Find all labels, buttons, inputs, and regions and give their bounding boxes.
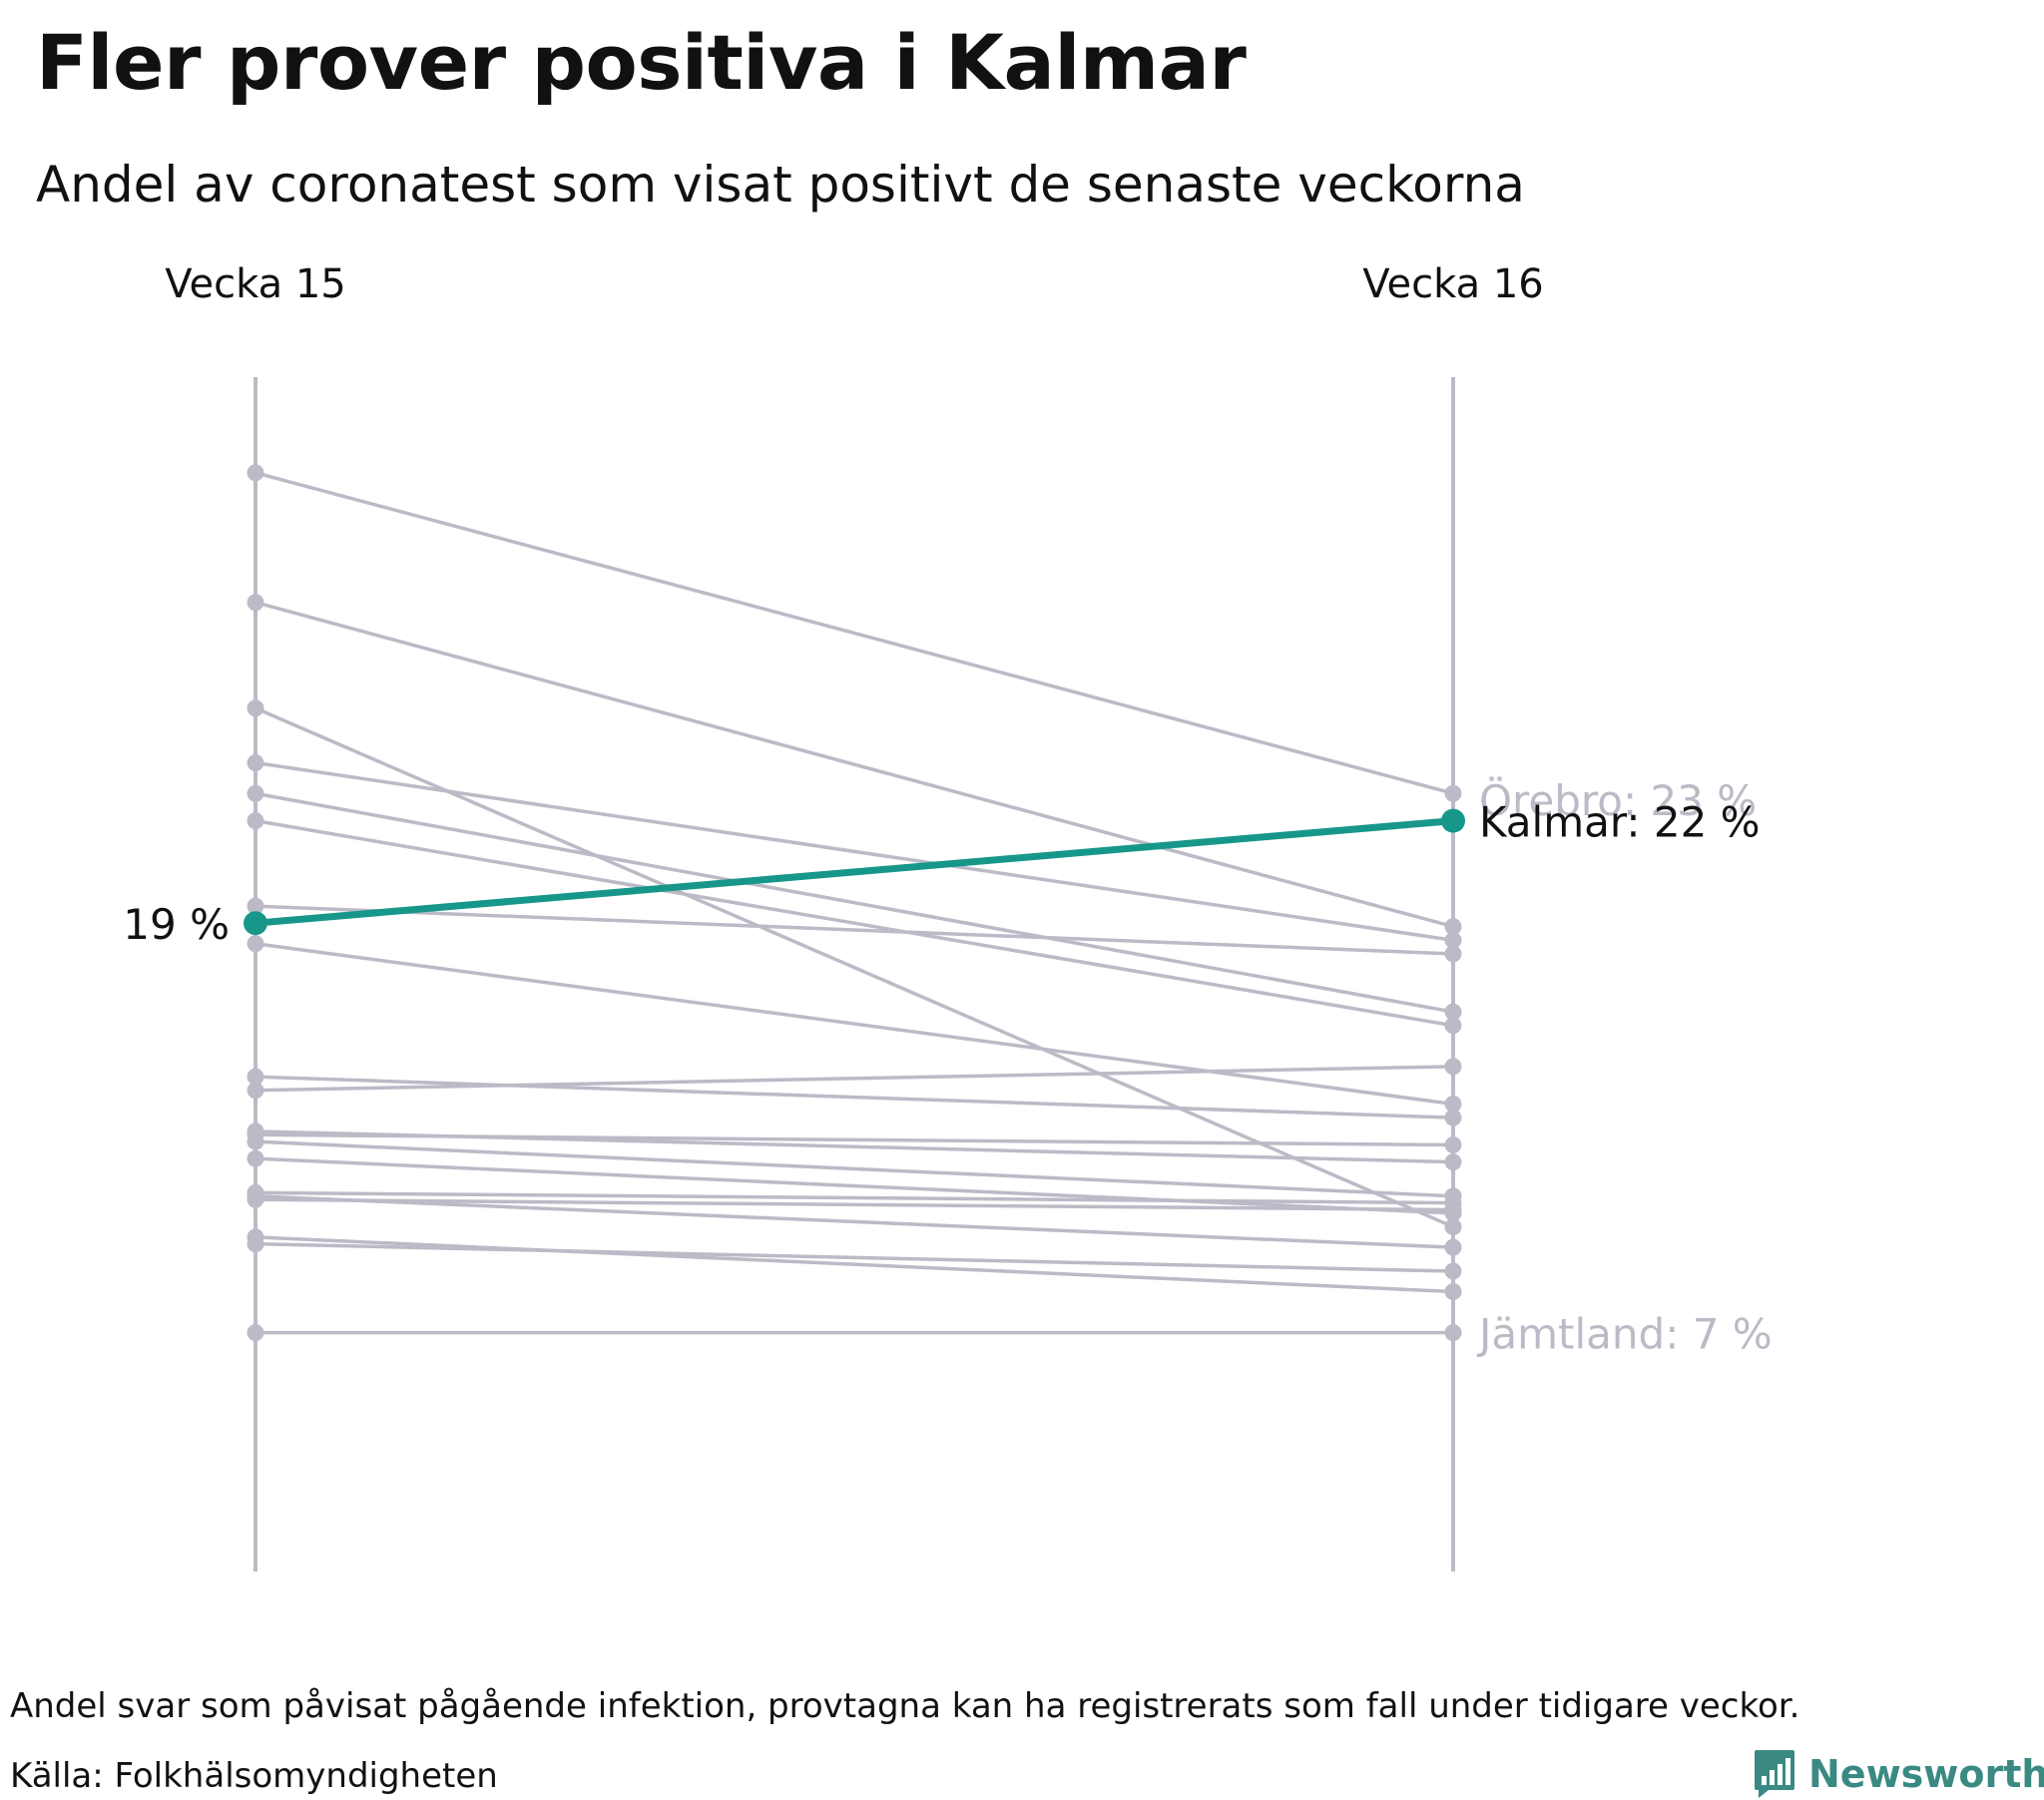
series-line-19 [255,1241,1454,1273]
column-label-1: Vecka 15 [165,261,345,307]
series-point-end-12 [1444,1136,1462,1153]
series-point-start-17 [247,1190,264,1208]
series-line-2 [255,601,1454,929]
series-point-end-18 [1444,1283,1462,1301]
series-point-start-19 [247,1235,264,1253]
column-label-2: Vecka 16 [1362,261,1543,307]
series-line-9 [255,1075,1454,1120]
highlight-point-start [244,911,267,936]
highlight-line [255,817,1454,927]
brand-name: Newsworthy [1808,1752,2044,1796]
series-point-end-11 [1444,1153,1462,1171]
series-point-end-16 [1444,1238,1462,1256]
series-line-16 [255,1194,1454,1249]
series-point-end-5 [1444,1003,1462,1021]
series-point-start-2 [247,594,264,612]
slope-chart: Vecka 15 Vecka 16 Örebro: 23 %Kalmar: 22 … [123,261,1773,1572]
series-point-end-3 [1444,1218,1462,1236]
series-line-17 [255,1197,1454,1212]
series-point-start-9 [247,1068,264,1086]
series-line-7 [255,904,1454,956]
series-point-end-6 [1444,1017,1462,1035]
highlight-point-end [1441,808,1465,833]
series-point-start-10 [247,1082,264,1100]
series-point-end-2 [1444,918,1462,936]
bar-chart-icon [1755,1750,1794,1798]
series-line-3 [255,706,1454,1229]
series-point-end-10 [1444,1058,1462,1076]
source-note: Källa: Folkhälsomyndigheten [10,1756,498,1796]
series-point-start-7 [247,897,264,915]
series-point-end-4 [1444,931,1462,949]
series-point-start-4 [247,753,264,771]
series-line-8 [255,941,1454,1107]
label-highlight-start: 19 % [123,900,230,949]
series-point-start-14 [247,1149,264,1167]
series-line-15 [255,1190,1454,1205]
series-point-end-1 [1444,784,1462,802]
chart-subtitle: Andel av coronatest som visat positivt d… [36,156,1525,214]
series-point-end-8 [1444,1095,1462,1113]
series-point-start-20 [247,1324,264,1342]
brand-logo: Newsworthy [1753,1748,2044,1800]
series-point-end-17 [1444,1200,1462,1218]
series-point-start-5 [247,784,264,802]
series-line-13 [255,1139,1454,1198]
series-point-end-19 [1444,1262,1462,1280]
label-highlight-end: Kalmar: 22 % [1479,798,1761,847]
series-line-10 [255,1065,1454,1093]
series-point-start-6 [247,812,264,830]
series-line-6 [255,818,1454,1028]
series-point-end-7 [1444,945,1462,963]
series-line-5 [255,791,1454,1014]
series-line-18 [255,1235,1454,1294]
series-point-start-13 [247,1132,264,1150]
series-point-end-9 [1444,1109,1462,1126]
chart-title: Fler prover positiva i Kalmar [36,18,1247,107]
label-top-series: Örebro: 23 % [1479,775,1757,825]
series-line-1 [255,471,1454,795]
series-line-14 [255,1156,1454,1215]
series-point-start-8 [247,935,264,953]
series-point-start-3 [247,699,264,717]
footnote: Andel svar som påvisat pågående infektio… [10,1686,1800,1726]
series-point-end-20 [1444,1324,1462,1342]
series-line-4 [255,760,1454,943]
series-line-12 [255,1132,1454,1147]
series-point-start-1 [247,464,264,482]
label-bottom-series: Jämtland: 7 % [1476,1310,1773,1359]
